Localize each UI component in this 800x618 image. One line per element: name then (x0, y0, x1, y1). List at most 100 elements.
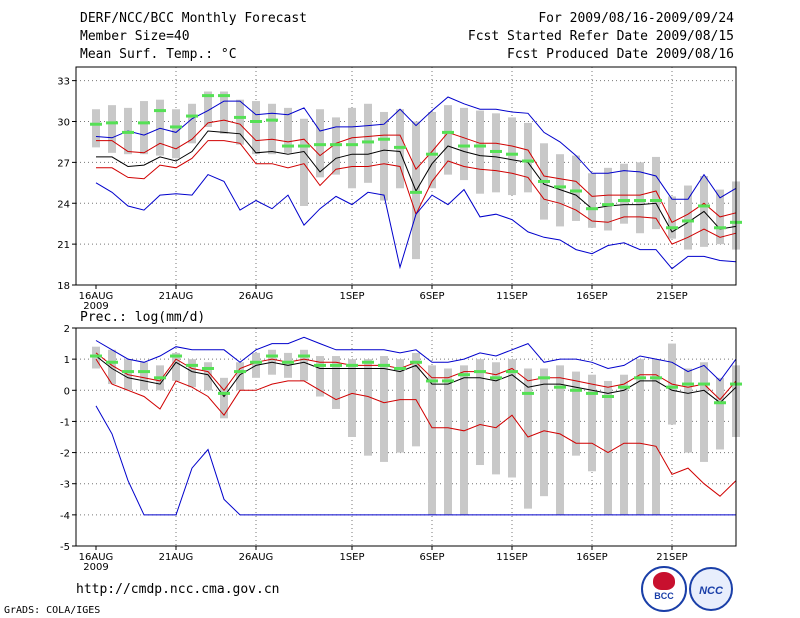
median-marker (266, 118, 278, 122)
median-marker (346, 363, 358, 367)
x-tick-label: 21AUG (159, 291, 194, 302)
median-marker (90, 354, 102, 358)
x-tick-sublabel: 2009 (83, 562, 108, 573)
median-marker (666, 226, 678, 230)
forecast-period: For 2009/08/16-2009/09/24 (538, 11, 734, 26)
median-marker (138, 370, 150, 374)
forecast-started-date: Fcst Started Refer Date 2009/08/15 (467, 29, 734, 44)
ensemble-box (380, 111, 388, 201)
ensemble-box (572, 371, 580, 456)
ensemble-box (604, 380, 612, 515)
x-tick-label: 26AUG (239, 552, 274, 563)
median-marker (314, 363, 326, 367)
median-marker (490, 376, 502, 380)
ensemble-box (716, 377, 724, 450)
ensemble-box (508, 117, 516, 196)
ensemble-box (220, 377, 228, 419)
x-tick-label: 16AUG (79, 552, 114, 563)
x-tick-label: 6SEP (419, 291, 444, 302)
x-tick-label: 21SEP (656, 291, 687, 302)
ensemble-box (636, 359, 644, 515)
ensemble-box (172, 352, 180, 381)
ensemble-box (492, 362, 500, 475)
forecast-produced-date: Fcst Produced Date 2009/08/16 (507, 47, 734, 62)
ensemble-box (476, 359, 484, 466)
median-marker (522, 159, 534, 163)
median-marker (282, 144, 294, 148)
ensemble-box (364, 359, 372, 456)
median-marker (602, 203, 614, 207)
median-marker (234, 370, 246, 374)
ensemble-box (652, 156, 660, 230)
chart-title: DERF/NCC/BCC Monthly Forecast (80, 11, 307, 26)
series-line-min (95, 405, 736, 516)
x-tick-label: 21AUG (159, 552, 194, 563)
ensemble-box (108, 349, 116, 385)
median-marker (426, 152, 438, 156)
median-marker (682, 382, 694, 386)
median-marker (474, 370, 486, 374)
plot-frame (75, 327, 737, 547)
median-marker (714, 226, 726, 230)
median-marker (602, 395, 614, 399)
median-marker (650, 376, 662, 380)
median-marker (170, 354, 182, 358)
precipitation-label: Prec.: log(mm/d) (80, 310, 206, 325)
x-tick-label: 1SEP (339, 291, 364, 302)
source-url[interactable]: http://cmdp.ncc.cma.gov.cn (76, 582, 280, 597)
series-line-max (95, 336, 737, 382)
ensemble-box (428, 111, 436, 189)
median-marker (554, 185, 566, 189)
median-marker (682, 219, 694, 223)
median-marker (314, 143, 326, 147)
median-marker (410, 360, 422, 364)
y-tick-label: -3 (60, 480, 70, 491)
y-tick-label: 21 (57, 240, 70, 251)
median-marker (282, 360, 294, 364)
median-marker (330, 143, 342, 147)
ensemble-box (428, 365, 436, 515)
series-line-max (95, 96, 737, 200)
median-marker (442, 130, 454, 134)
ensemble-box (172, 109, 180, 159)
ensemble-box (684, 185, 692, 250)
ensemble-box (156, 99, 164, 156)
median-marker (330, 363, 342, 367)
bcc-logo: BCC (641, 566, 687, 612)
ncc-logo: NCC (689, 567, 733, 611)
median-marker (586, 207, 598, 211)
median-marker (362, 140, 374, 144)
median-marker (394, 145, 406, 149)
y-tick-label: -5 (60, 542, 70, 553)
ensemble-box (524, 368, 532, 509)
median-marker (202, 94, 214, 98)
x-tick-label: 6SEP (419, 552, 444, 563)
y-tick-label: 2 (64, 324, 70, 335)
series-line-upper (96, 119, 737, 223)
ensemble-box (348, 359, 356, 437)
ensemble-box (444, 368, 452, 515)
median-marker (426, 379, 438, 383)
x-tick-label: 21SEP (656, 552, 687, 563)
ensemble-box (572, 155, 580, 221)
median-marker (266, 354, 278, 358)
ensemble-box (92, 109, 100, 148)
ensemble-box (220, 91, 228, 134)
y-tick-label: 27 (57, 158, 70, 169)
median-marker (234, 115, 246, 119)
median-marker (618, 385, 630, 389)
median-marker (570, 388, 582, 392)
median-marker (538, 376, 550, 380)
median-marker (698, 204, 710, 208)
ensemble-box (684, 368, 692, 453)
ensemble-box (444, 105, 452, 175)
median-marker (250, 360, 262, 364)
median-marker (218, 391, 230, 395)
ensemble-box (236, 99, 244, 145)
ensemble-box (460, 365, 468, 515)
ensemble-box (300, 349, 308, 381)
x-tick-label: 11SEP (496, 291, 527, 302)
ensemble-box (268, 103, 276, 155)
median-marker (410, 190, 422, 194)
